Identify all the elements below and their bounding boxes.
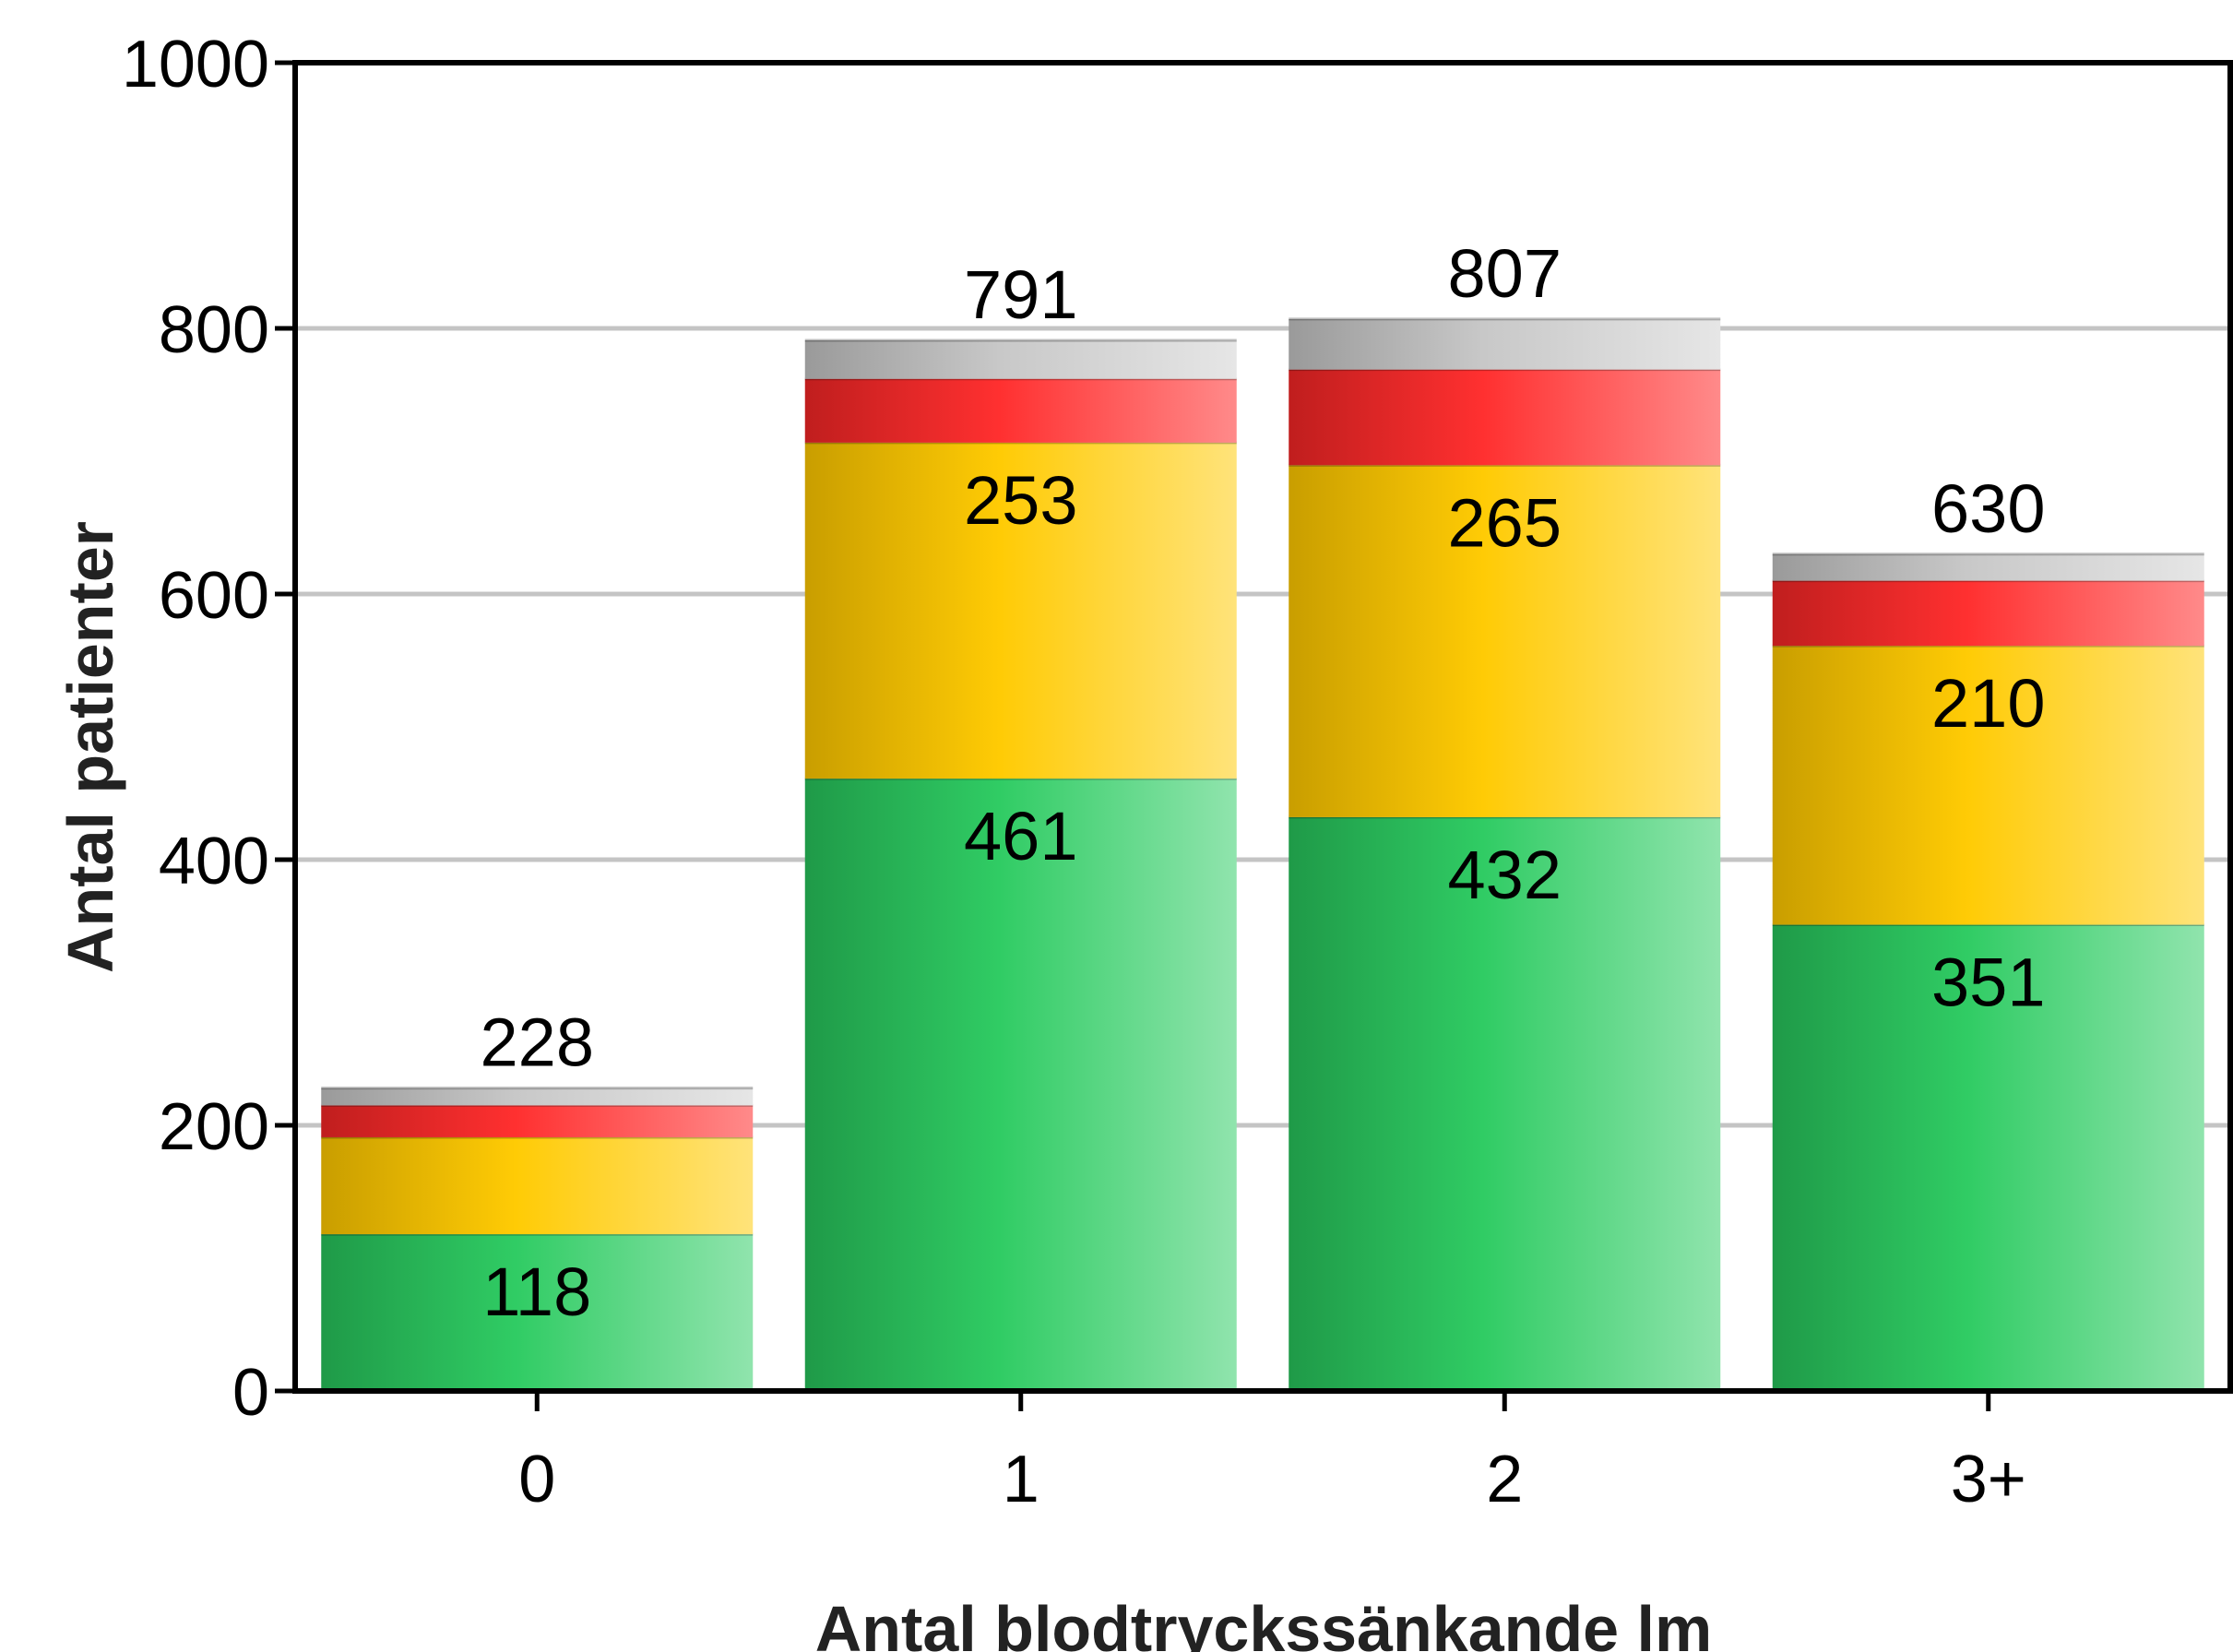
bar-segment-1-cat-1 [804,778,1237,1391]
x-tick-label: 2 [1486,1443,1523,1516]
total-value-label: 791 [964,256,1077,333]
bar-segment-1-cat-2 [1289,816,1721,1391]
plot-frame [292,60,2233,1394]
y-tick-label: 200 [159,1090,269,1164]
bar-segment-3-cat-3 [1772,580,2204,647]
bar-segment-2-cat-2 [1289,465,1721,817]
segment-value-label: 461 [964,798,1077,874]
y-tick-label: 0 [232,1356,269,1430]
bar-segment-4-cat-3 [1772,553,2204,581]
y-tick-label: 800 [159,293,269,367]
bar-segment-3-cat-0 [321,1105,754,1137]
x-axis-title: Antal blodtryckssänkande lm [815,1593,1713,1652]
segment-value-label: 118 [482,1254,591,1330]
x-tick-label: 0 [518,1443,555,1516]
segment-value-label: 432 [1448,837,1562,913]
bar-segment-3-cat-1 [804,378,1237,443]
total-value-label: 630 [1931,470,2045,547]
total-value-label: 807 [1448,235,1562,312]
bar-segment-2-cat-0 [321,1136,754,1235]
x-tick-label: 1 [1003,1443,1039,1516]
bar-segment-2-cat-3 [1772,646,2204,925]
y-axis-title: Antal patienter [54,521,126,973]
bar-segment-1-cat-0 [321,1234,754,1391]
bar-segment-3-cat-2 [1289,369,1721,466]
bar-segment-1-cat-3 [1772,924,2204,1391]
bars-layer [321,317,2204,1391]
total-value-label: 228 [481,1004,594,1081]
y-axis-ticks: 0 200 400 600 800 1000 [122,28,295,1430]
y-tick-label: 400 [159,825,269,898]
segment-value-label: 265 [1448,484,1562,561]
bar-segment-2-cat-1 [804,442,1237,779]
bar-segment-4-cat-1 [804,339,1237,379]
data-labels: 118 228 461 253 791 432 265 807 351 210 630 [481,235,2046,1330]
segment-value-label: 351 [1931,945,2045,1021]
y-tick-label: 600 [159,559,269,633]
segment-value-label: 210 [1931,665,2045,742]
segment-value-label: 253 [964,462,1077,539]
bar-segment-4-cat-0 [321,1087,754,1106]
bar-segment-4-cat-2 [1289,318,1721,370]
axes [292,60,2233,1394]
x-axis-ticks: 0 1 2 3+ [518,1391,2026,1516]
x-tick-label: 3+ [1951,1443,2026,1516]
y-tick-label: 1000 [122,28,269,101]
